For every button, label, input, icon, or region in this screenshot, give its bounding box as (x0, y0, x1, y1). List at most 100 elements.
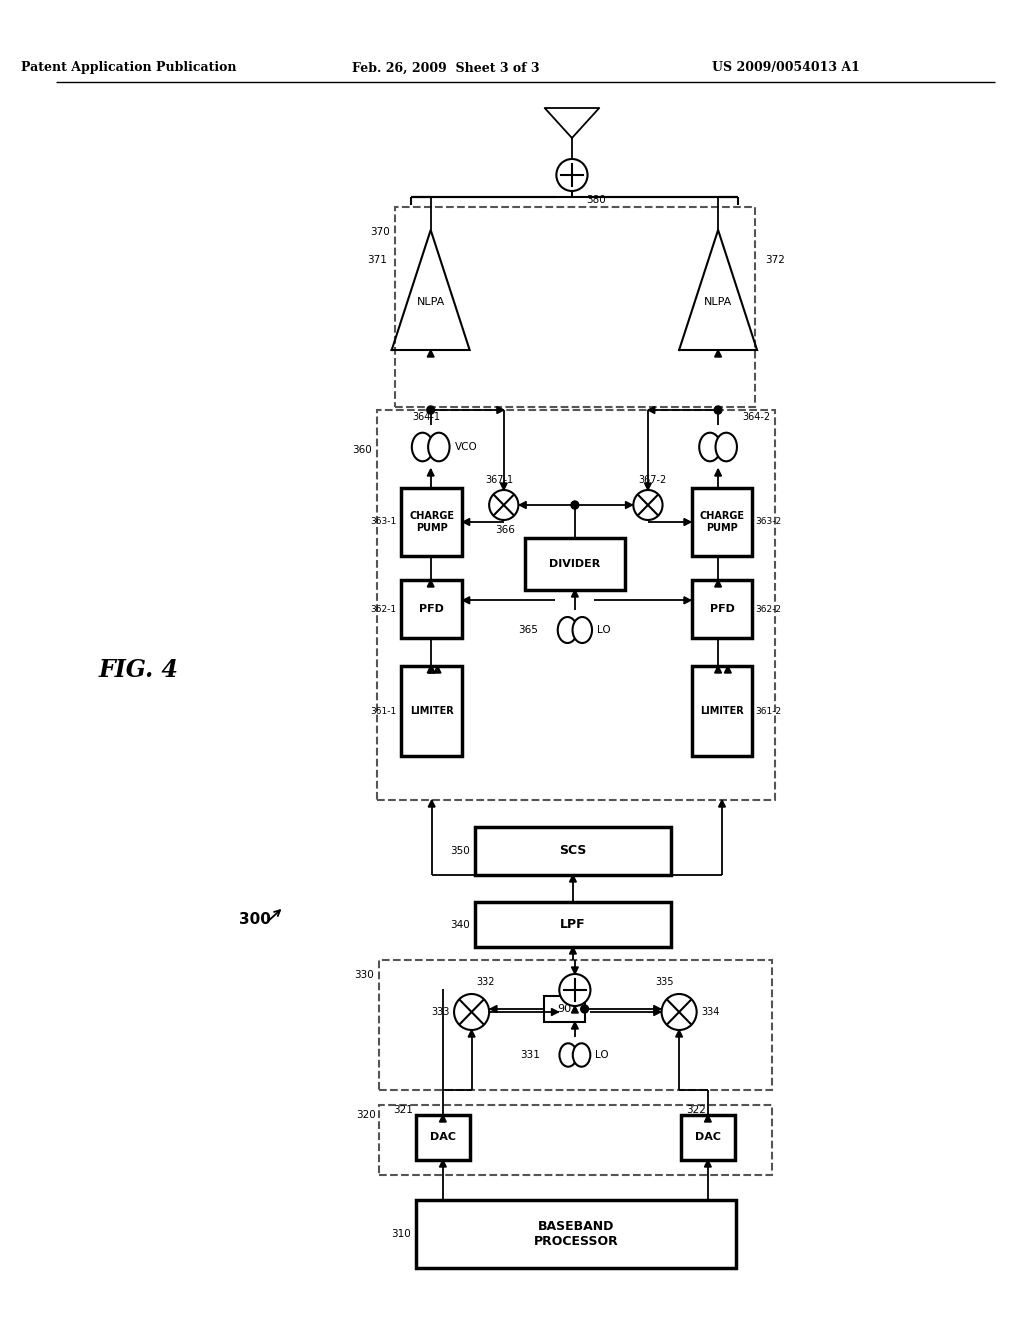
Text: PFD: PFD (710, 605, 734, 614)
Polygon shape (644, 483, 651, 490)
Polygon shape (676, 1030, 683, 1038)
Polygon shape (653, 1006, 660, 1012)
Text: 361-2: 361-2 (755, 706, 781, 715)
Text: 366: 366 (496, 525, 515, 535)
Polygon shape (705, 1160, 712, 1167)
Polygon shape (490, 1006, 497, 1012)
Text: 372: 372 (765, 255, 784, 265)
Text: BASEBAND
PROCESSOR: BASEBAND PROCESSOR (534, 1220, 618, 1247)
Polygon shape (684, 519, 691, 525)
Text: 334: 334 (701, 1007, 720, 1016)
Polygon shape (571, 590, 579, 597)
Circle shape (427, 407, 434, 414)
Circle shape (714, 407, 722, 414)
Text: VCO: VCO (455, 442, 478, 451)
Text: Feb. 26, 2009  Sheet 3 of 3: Feb. 26, 2009 Sheet 3 of 3 (351, 62, 539, 74)
Text: LPF: LPF (560, 917, 586, 931)
Text: DAC: DAC (430, 1133, 456, 1143)
Text: 361-1: 361-1 (371, 706, 396, 715)
Bar (692, 579, 753, 638)
Polygon shape (428, 800, 435, 807)
Bar (416, 1200, 735, 1269)
Text: 90: 90 (557, 1005, 571, 1014)
Polygon shape (715, 667, 722, 673)
Circle shape (559, 974, 591, 1006)
Text: 370: 370 (370, 227, 390, 238)
Circle shape (454, 994, 489, 1030)
Text: DIVIDER: DIVIDER (549, 558, 600, 569)
Text: FIG. 4: FIG. 4 (98, 657, 178, 682)
Polygon shape (427, 350, 434, 356)
Text: CHARGE
PUMP: CHARGE PUMP (699, 511, 744, 533)
Text: LIMITER: LIMITER (410, 706, 454, 715)
Ellipse shape (558, 616, 578, 643)
Text: 330: 330 (354, 970, 374, 979)
Polygon shape (434, 667, 441, 673)
Bar (692, 488, 753, 556)
Text: US 2009/0054013 A1: US 2009/0054013 A1 (713, 62, 860, 74)
Polygon shape (715, 469, 722, 477)
Bar (401, 488, 462, 556)
Ellipse shape (699, 433, 721, 461)
Circle shape (662, 994, 696, 1030)
Polygon shape (463, 597, 470, 603)
Text: PFD: PFD (419, 605, 444, 614)
Text: 364-1: 364-1 (412, 412, 440, 422)
Polygon shape (705, 1115, 712, 1122)
Text: LO: LO (595, 1049, 609, 1060)
Text: CHARGE
PUMP: CHARGE PUMP (410, 511, 455, 533)
Text: 322: 322 (686, 1105, 706, 1115)
Bar (525, 539, 625, 590)
Polygon shape (428, 667, 435, 673)
Bar (377, 411, 774, 800)
Circle shape (489, 490, 518, 520)
Bar (681, 1115, 734, 1160)
Text: 362-1: 362-1 (371, 605, 396, 614)
Polygon shape (653, 1008, 660, 1015)
Bar (401, 667, 462, 756)
Text: 363-1: 363-1 (371, 517, 396, 527)
Bar (474, 828, 672, 875)
Polygon shape (569, 946, 577, 954)
Text: 300: 300 (240, 912, 271, 928)
Bar (379, 960, 772, 1090)
Text: 363-2: 363-2 (755, 517, 781, 527)
Text: 380: 380 (587, 195, 606, 205)
Polygon shape (569, 875, 577, 882)
Polygon shape (719, 800, 725, 807)
Text: 340: 340 (450, 920, 470, 929)
Circle shape (581, 1005, 589, 1012)
Polygon shape (497, 407, 504, 413)
Polygon shape (519, 502, 526, 508)
Text: 320: 320 (356, 1110, 376, 1119)
Bar (474, 902, 672, 946)
Text: 335: 335 (655, 977, 674, 987)
Bar (544, 997, 585, 1022)
Text: LO: LO (597, 624, 611, 635)
Text: NLPA: NLPA (417, 297, 444, 308)
Ellipse shape (572, 1043, 590, 1067)
Polygon shape (571, 1022, 579, 1030)
Circle shape (571, 502, 579, 510)
Polygon shape (463, 519, 470, 525)
Text: 371: 371 (367, 255, 387, 265)
Text: 362-2: 362-2 (755, 605, 781, 614)
Ellipse shape (428, 433, 450, 461)
Polygon shape (626, 502, 633, 508)
Text: LIMITER: LIMITER (700, 706, 743, 715)
Polygon shape (684, 597, 691, 603)
Polygon shape (552, 1008, 558, 1015)
Polygon shape (427, 469, 434, 477)
Text: 333: 333 (431, 1007, 450, 1016)
Ellipse shape (716, 433, 737, 461)
Polygon shape (715, 350, 722, 356)
Polygon shape (468, 1030, 475, 1038)
Polygon shape (501, 483, 507, 490)
Ellipse shape (412, 433, 433, 461)
Bar (379, 1105, 772, 1175)
Polygon shape (571, 968, 579, 974)
Text: 367-2: 367-2 (639, 475, 667, 484)
Text: 365: 365 (518, 624, 538, 635)
Text: 310: 310 (391, 1229, 412, 1239)
Text: 321: 321 (393, 1105, 413, 1115)
